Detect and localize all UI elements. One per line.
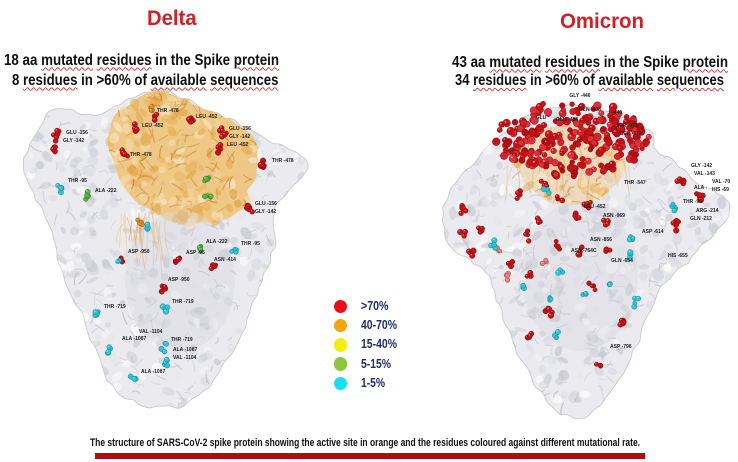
svg-text:-440: -440 [612,110,622,116]
svg-text:ASP -95: ASP -95 [186,250,205,256]
svg-text:ALA -1087: ALA -1087 [122,336,146,342]
svg-text:SER -373: SER -373 [620,131,642,137]
svg-text:THR -478: THR -478 [272,158,294,164]
svg-text:ASN -414: ASN -414 [214,257,236,263]
svg-text:GLY -142: GLY -142 [255,209,276,215]
svg-text:ALA -222: ALA -222 [206,239,228,245]
svg-text:ARG -214: ARG -214 [696,208,719,214]
svg-text:THR -95: THR -95 [241,241,260,247]
svg-text:ASP -614: ASP -614 [642,229,664,235]
svg-text:ALA -222: ALA -222 [95,188,117,194]
svg-text:LEU -452: LEU -452 [584,204,606,210]
svg-text:GLU -484: GLU -484 [556,117,578,123]
svg-text:ASN -969: ASN -969 [603,213,625,219]
svg-text:ALA -1087: ALA -1087 [173,347,197,353]
svg-text:ALA -1087: ALA -1087 [141,369,165,375]
svg-text:VAL -1104: VAL -1104 [173,355,197,361]
svg-text:GLY -142: GLY -142 [229,134,250,140]
svg-text:GLY -446: GLY -446 [569,93,590,99]
svg-text:THR -719: THR -719 [104,304,126,310]
svg-text:VAL -70: VAL -70 [712,179,730,185]
svg-text:SER -371: SER -371 [616,123,638,129]
svg-text:THR -478: THR -478 [157,108,179,114]
svg-text:HIS -655: HIS -655 [668,253,688,259]
svg-text:THR -95: THR -95 [68,178,87,184]
svg-text:VAL -1104: VAL -1104 [139,329,163,335]
svg-text:GLU: GLU [536,115,547,121]
svg-text:ASP -796: ASP -796 [610,344,632,350]
svg-text:GLU -156: GLU -156 [229,126,251,132]
svg-text:GLU -156: GLU -156 [255,201,277,207]
svg-text:GLU -156: GLU -156 [66,130,88,136]
svg-text:ASP -950: ASP -950 [168,277,190,283]
svg-text:THR -95: THR -95 [683,199,702,205]
svg-text:GLN -212: GLN -212 [690,216,712,222]
svg-text:ASN -856: ASN -856 [590,237,612,243]
svg-text:LEU -452: LEU -452 [142,123,164,129]
svg-text:THR -547: THR -547 [624,180,646,186]
svg-text:HIS -69: HIS -69 [712,187,729,193]
svg-text:THR -719: THR -719 [171,337,193,343]
svg-text:GLY -142: GLY -142 [63,138,84,144]
svg-text:LEU -452: LEU -452 [227,142,249,148]
svg-text:ASN -764C: ASN -764C [571,248,597,254]
svg-text:GLN -408: GLN -408 [579,107,601,113]
svg-text:GLY -142: GLY -142 [691,163,712,169]
svg-text:LEU -452: LEU -452 [196,114,218,120]
svg-text:GLN -654: GLN -654 [611,258,633,264]
svg-text:THR -719: THR -719 [172,299,194,305]
svg-text:ASP -950: ASP -950 [128,249,150,255]
svg-text:ALA -: ALA - [694,185,707,191]
svg-text:VAL -143: VAL -143 [694,171,715,177]
svg-text:THR -478: THR -478 [130,152,152,158]
